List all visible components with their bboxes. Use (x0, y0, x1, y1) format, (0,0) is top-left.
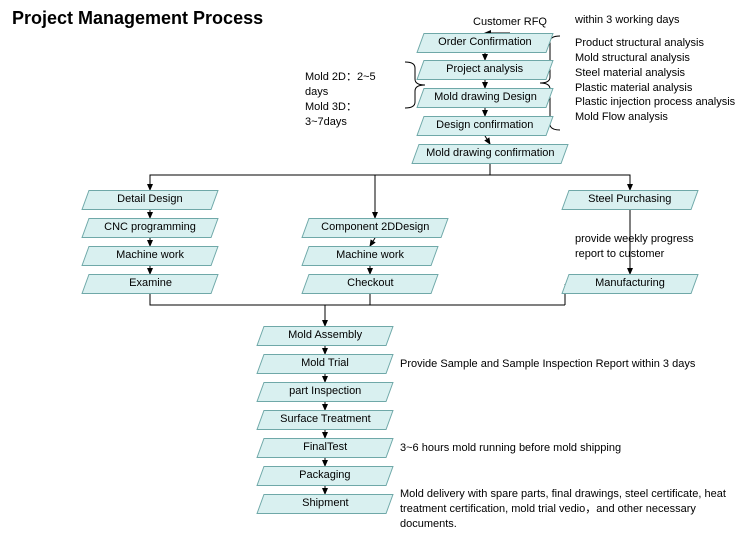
flow-node-n_sh: Shipment (256, 494, 393, 514)
flow-node-n_rfq: Customer RFQ (445, 13, 575, 33)
flow-node-n_c2d: Component 2DDesign (301, 218, 448, 238)
flow-node-n_ft: FinalTest (256, 438, 393, 458)
flow-node-n_dd: Detail Design (81, 190, 218, 210)
page-title: Project Management Process (12, 8, 263, 29)
flow-node-n_dc: Design confirmation (416, 116, 553, 136)
flow-node-n_mw2: Machine work (301, 246, 438, 266)
flow-node-n_chk: Checkout (301, 274, 438, 294)
flow-node-n_ma: Mold Assembly (256, 326, 393, 346)
annotation-5: 3~6 hours mold running before mold shipp… (400, 441, 621, 456)
flow-node-n_sp: Steel Purchasing (561, 190, 698, 210)
annotation-3: provide weekly progressreport to custome… (575, 232, 694, 262)
flow-node-n_mdc: Mold drawing confirmation (411, 144, 568, 164)
flow-node-n_ex: Examine (81, 274, 218, 294)
flow-node-n_pk: Packaging (256, 466, 393, 486)
flow-node-n_pi: part Inspection (256, 382, 393, 402)
flow-node-n_pa: Project analysis (416, 60, 553, 80)
annotation-0: within 3 working days (575, 13, 680, 28)
annotation-2: Mold 2D：2~5daysMold 3D：3~7days (305, 70, 376, 129)
flow-node-n_order: Order Confirmation (416, 33, 553, 53)
flow-node-n_mt: Mold Trial (256, 354, 393, 374)
flow-node-n_mw1: Machine work (81, 246, 218, 266)
flow-node-n_cnc: CNC programming (81, 218, 218, 238)
annotation-4: Provide Sample and Sample Inspection Rep… (400, 357, 695, 372)
flow-node-n_mfg: Manufacturing (561, 274, 698, 294)
annotation-1: Product structural analysisMold structur… (575, 36, 735, 125)
flow-node-n_st: Surface Treatment (256, 410, 393, 430)
flow-node-n_mdd: Mold drawing Design (416, 88, 553, 108)
annotation-6: Mold delivery with spare parts, final dr… (400, 487, 726, 532)
